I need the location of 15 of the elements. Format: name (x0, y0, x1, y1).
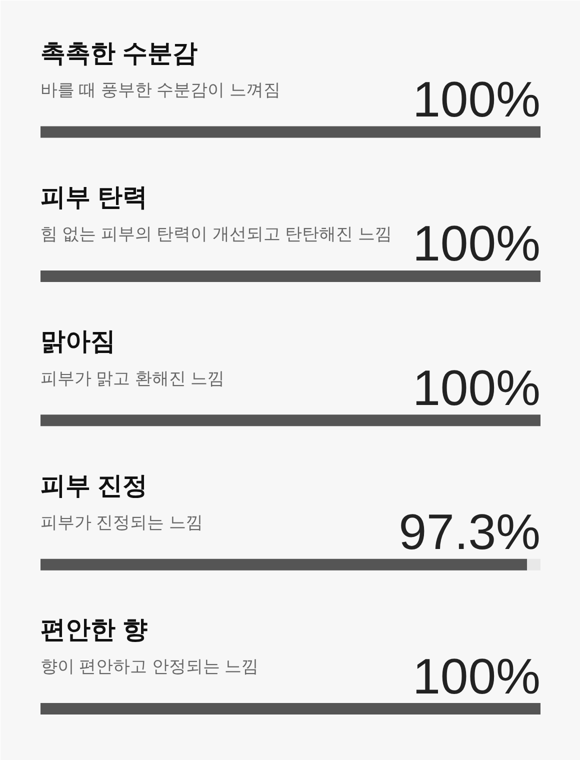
data-label: 100% (412, 648, 541, 704)
y-tick-label: 편안한 향 (40, 616, 148, 644)
annotation: 피부가 진정되는 느낌 (40, 513, 203, 532)
y-tick-label: 맑아짐 (40, 328, 116, 356)
annotation: 바를 때 풍부한 수분감이 느껴짐 (40, 80, 280, 100)
annotation: 향이 편안하고 안정되는 느낌 (40, 657, 259, 676)
annotation: 피부가 맑고 환해진 느낌 (40, 368, 225, 388)
data-label: 100% (412, 360, 541, 416)
data-label: 100% (412, 72, 541, 128)
y-tick-label: 피부 진정 (40, 472, 148, 500)
y-tick-label: 피부 탄력 (40, 184, 148, 212)
data-label: 97.3% (398, 504, 541, 560)
data-label: 100% (412, 216, 541, 272)
annotation: 힘 없는 피부의 탄력이 개선되고 탄탄해진 느낌 (40, 224, 392, 244)
y-tick-label: 촉촉한 수분감 (40, 39, 198, 68)
